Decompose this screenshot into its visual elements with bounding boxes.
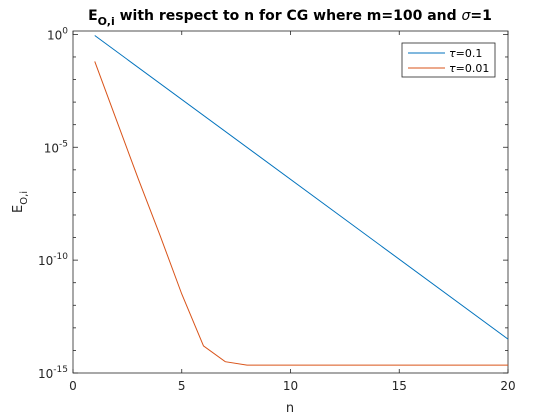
y-axis-ticks: 100 10-5 10-10 10-15 [38, 26, 508, 381]
y-tick-label: 10-15 [38, 365, 68, 381]
x-axis-label: n [286, 401, 294, 416]
x-tick-label: 10 [283, 379, 298, 393]
y-axis-label: EO,i [11, 191, 30, 213]
legend-entry-tau-0.1: τ=0.1 [449, 47, 482, 60]
legend-entry-tau-0.01: τ=0.01 [449, 62, 489, 75]
legend: τ=0.1 τ=0.01 [401, 42, 496, 78]
x-tick-label: 5 [178, 379, 186, 393]
series-line-0 [94, 35, 509, 340]
x-tick-label: 0 [69, 379, 77, 393]
series-layer [94, 35, 509, 366]
x-tick-label: 20 [500, 379, 515, 393]
legend-box [401, 42, 496, 78]
y-tick-label: 10-10 [38, 252, 68, 268]
chart-title: EO,i with respect to n for CG where m=10… [88, 8, 492, 28]
series-line-1 [94, 61, 508, 366]
x-axis-ticks: 0 5 10 15 20 [69, 31, 516, 393]
x-tick-label: 15 [392, 379, 407, 393]
plot-area [72, 30, 509, 374]
y-tick-label: 100 [47, 26, 68, 42]
y-tick-label: 10-5 [44, 139, 68, 155]
